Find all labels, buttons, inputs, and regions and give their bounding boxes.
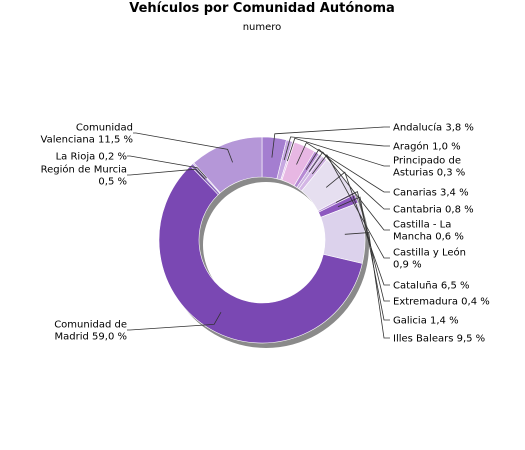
label-illes-balears: Illes Balears 9,5 % [393,334,485,345]
label-line: 0,5 % [98,177,127,188]
slice-labels: Andalucía 3,8 % Aragón 1,0 % Principado de… [41,122,490,345]
label-line: Illes Balears 9,5 % [393,334,485,345]
label-castilla-la-mancha: Castilla - La Mancha 0,6 % [393,220,464,243]
slice-comunidad-valenciana [193,136,263,194]
leader-andalucia [271,126,390,158]
label-comunidad-de-madrid: Comunidad de Madrid 59,0 % [54,320,127,343]
label-cantabria: Cantabria 0,8 % [393,205,474,216]
label-comunidad-valenciana: Comunidad Valenciana 11,5 % [41,123,133,146]
slice-comunidad-de-madrid [158,165,363,344]
label-line: Madrid 59,0 % [55,332,127,343]
label-line: Comunidad de [54,320,127,331]
label-line: Principado de [393,156,461,167]
label-line: 0,9 % [393,260,422,271]
label-canarias: Canarias 3,4 % [393,188,469,199]
label-extremadura: Extremadura 0,4 % [393,297,490,308]
label-line: Andalucía 3,8 % [393,122,474,134]
leader-cantabria [305,148,390,210]
leader-lines [127,126,390,339]
label-line: Canarias 3,4 % [393,188,469,199]
leader-region-de-murcia [127,168,206,180]
label-cataluna: Cataluña 6,5 % [393,281,470,292]
label-line: Castilla y León [393,247,466,259]
leader-la-rioja [127,155,207,179]
chart-title: Vehículos por Comunidad Autónoma [129,1,395,16]
label-castilla-y-leon: Castilla y León 0,9 % [393,247,466,271]
leader-comunidad-de-madrid [127,312,222,331]
label-line: Mancha 0,6 % [393,232,464,243]
label-la-rioja: La Rioja 0,2 % [56,152,127,163]
leader-castilla-la-mancha [308,151,390,231]
chart-subtitle: numero [243,22,282,33]
label-line: Aragón 1,0 % [393,141,461,153]
label-andalucia: Andalucía 3,8 % [393,122,474,134]
label-line: Cataluña 6,5 % [393,281,470,292]
leader-cataluna [325,171,390,286]
leader-illes-balears [344,232,390,339]
label-line: Comunidad [76,123,133,134]
label-line: Valenciana 11,5 % [41,135,133,146]
label-principado-de-asturias: Principado de Asturias 0,3 % [393,156,465,179]
label-aragon: Aragón 1,0 % [393,141,461,153]
leader-canarias [296,142,390,193]
leader-galicia [337,196,390,321]
label-line: Extremadura 0,4 % [393,297,490,308]
leader-aragon [283,136,390,161]
label-line: Asturias 0,3 % [393,168,465,179]
leader-principado-de-asturias [287,137,390,167]
label-galicia: Galicia 1,4 % [393,316,459,327]
label-line: Región de Murcia [41,164,127,176]
label-line: La Rioja 0,2 % [56,152,127,163]
leader-castilla-y-leon [311,154,390,259]
label-line: Cantabria 0,8 % [393,205,474,216]
label-region-de-murcia: Región de Murcia 0,5 % [41,164,127,188]
leader-comunidad-valenciana [133,132,233,163]
label-line: Castilla - La [393,220,451,231]
label-line: Galicia 1,4 % [393,316,459,327]
